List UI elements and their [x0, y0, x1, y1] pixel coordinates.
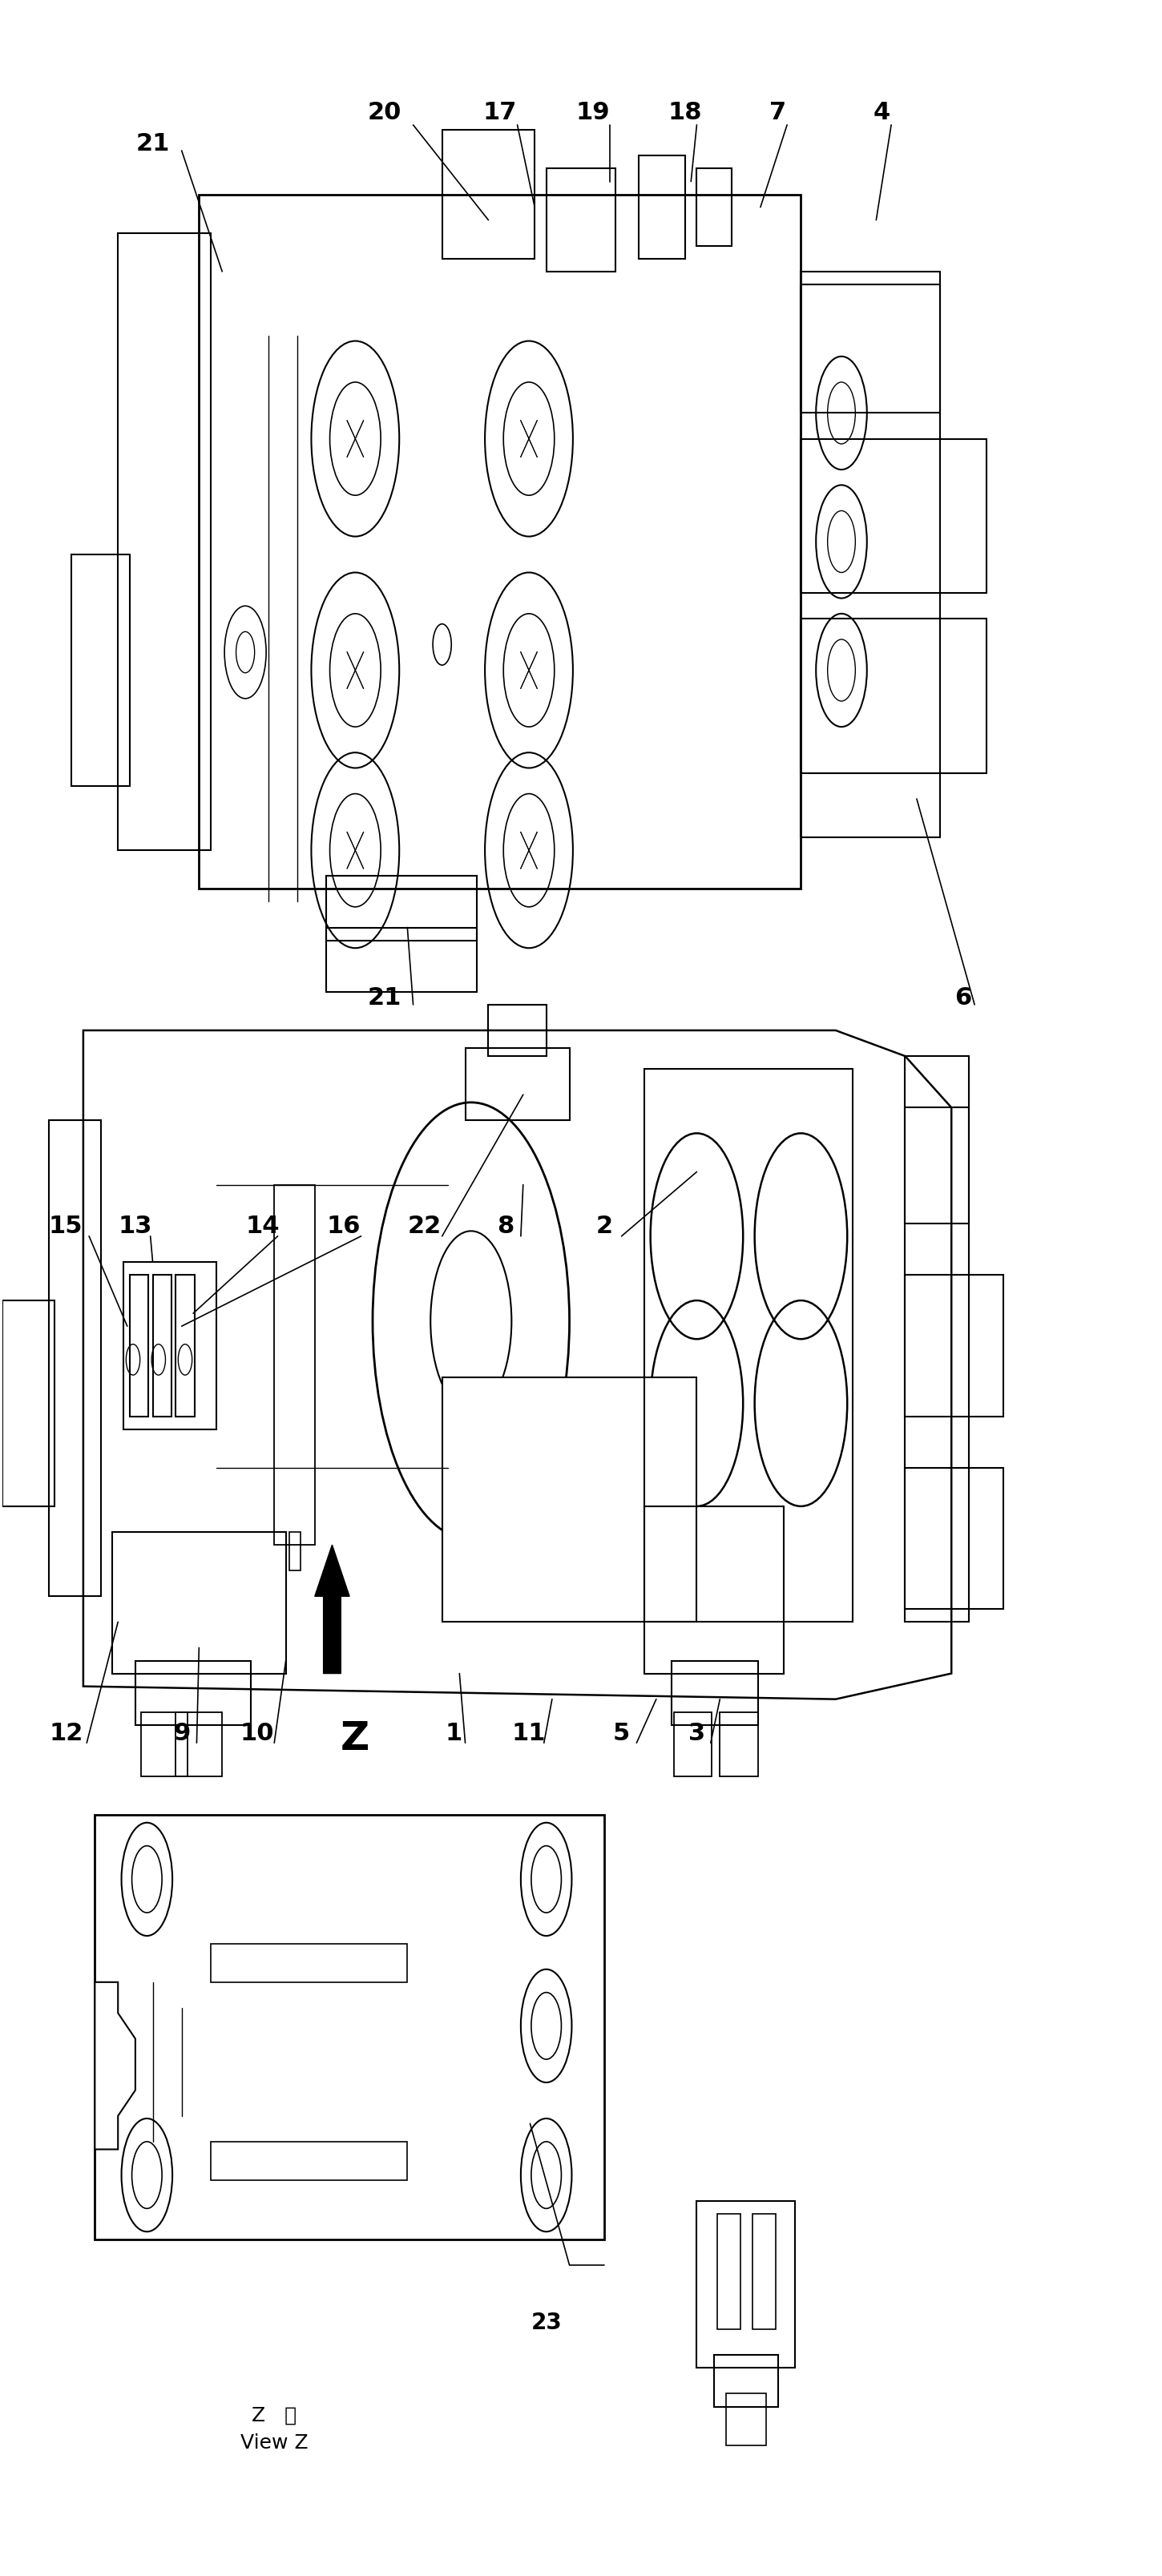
Text: 12: 12 — [49, 1721, 83, 1744]
Text: View Z: View Z — [241, 2432, 308, 2452]
Bar — [175, 1275, 194, 1417]
Text: 2: 2 — [596, 1216, 612, 1239]
Bar — [465, 1048, 569, 1121]
Bar — [135, 1662, 251, 1726]
Bar — [720, 1713, 758, 1777]
Bar — [672, 1662, 758, 1726]
Bar — [905, 1108, 969, 1224]
Text: 3: 3 — [688, 1721, 705, 1744]
Text: 4: 4 — [874, 100, 890, 124]
Text: 9: 9 — [173, 1721, 191, 1744]
Bar — [905, 1275, 1004, 1417]
Bar — [152, 1275, 171, 1417]
Bar — [327, 876, 476, 940]
Bar — [199, 196, 801, 889]
Bar — [697, 2200, 795, 2367]
Bar — [49, 1121, 101, 1597]
Text: 7: 7 — [769, 100, 787, 124]
Bar — [119, 234, 210, 850]
Text: 6: 6 — [954, 987, 971, 1010]
Bar — [639, 157, 686, 260]
Text: Z   視: Z 視 — [252, 2406, 296, 2424]
Bar — [327, 927, 476, 992]
Bar — [488, 1005, 546, 1056]
Bar — [2, 1301, 55, 1507]
Bar — [124, 1262, 216, 1430]
Text: 15: 15 — [49, 1216, 83, 1239]
Text: 1: 1 — [445, 1721, 462, 1744]
Bar — [801, 618, 987, 773]
Text: 5: 5 — [614, 1721, 630, 1744]
Bar — [289, 1533, 301, 1571]
Text: 8: 8 — [497, 1216, 515, 1239]
Text: 17: 17 — [483, 100, 517, 124]
Bar — [442, 1378, 697, 1623]
Polygon shape — [95, 1984, 135, 2148]
Bar — [905, 1468, 1004, 1610]
Text: 18: 18 — [668, 100, 702, 124]
Bar — [95, 1816, 604, 2239]
Bar — [274, 1185, 315, 1546]
Text: 21: 21 — [136, 131, 170, 155]
Text: 23: 23 — [531, 2311, 561, 2334]
Bar — [718, 2213, 740, 2329]
Bar — [645, 1507, 783, 1674]
Bar — [905, 1056, 969, 1623]
Bar — [801, 286, 940, 415]
Text: Z: Z — [340, 1718, 370, 1757]
Bar — [442, 131, 535, 260]
Text: 10: 10 — [239, 1721, 274, 1744]
Bar — [674, 1713, 712, 1777]
Bar — [175, 1713, 222, 1777]
FancyArrow shape — [315, 1546, 350, 1674]
Bar — [801, 273, 940, 837]
Text: 19: 19 — [575, 100, 610, 124]
Text: 22: 22 — [408, 1216, 442, 1239]
Text: 20: 20 — [367, 100, 401, 124]
Bar — [752, 2213, 775, 2329]
Text: 16: 16 — [327, 1216, 360, 1239]
Bar — [129, 1275, 148, 1417]
Text: 11: 11 — [512, 1721, 546, 1744]
Bar — [113, 1533, 286, 1674]
Text: 14: 14 — [245, 1216, 280, 1239]
Bar — [72, 554, 129, 786]
Bar — [801, 440, 987, 592]
Text: 21: 21 — [367, 987, 401, 1010]
Bar — [546, 170, 616, 273]
Text: 13: 13 — [119, 1216, 152, 1239]
Bar — [697, 170, 732, 247]
Bar — [726, 2393, 766, 2445]
Bar — [645, 1069, 853, 1623]
Bar — [715, 2354, 777, 2406]
Bar — [141, 1713, 187, 1777]
